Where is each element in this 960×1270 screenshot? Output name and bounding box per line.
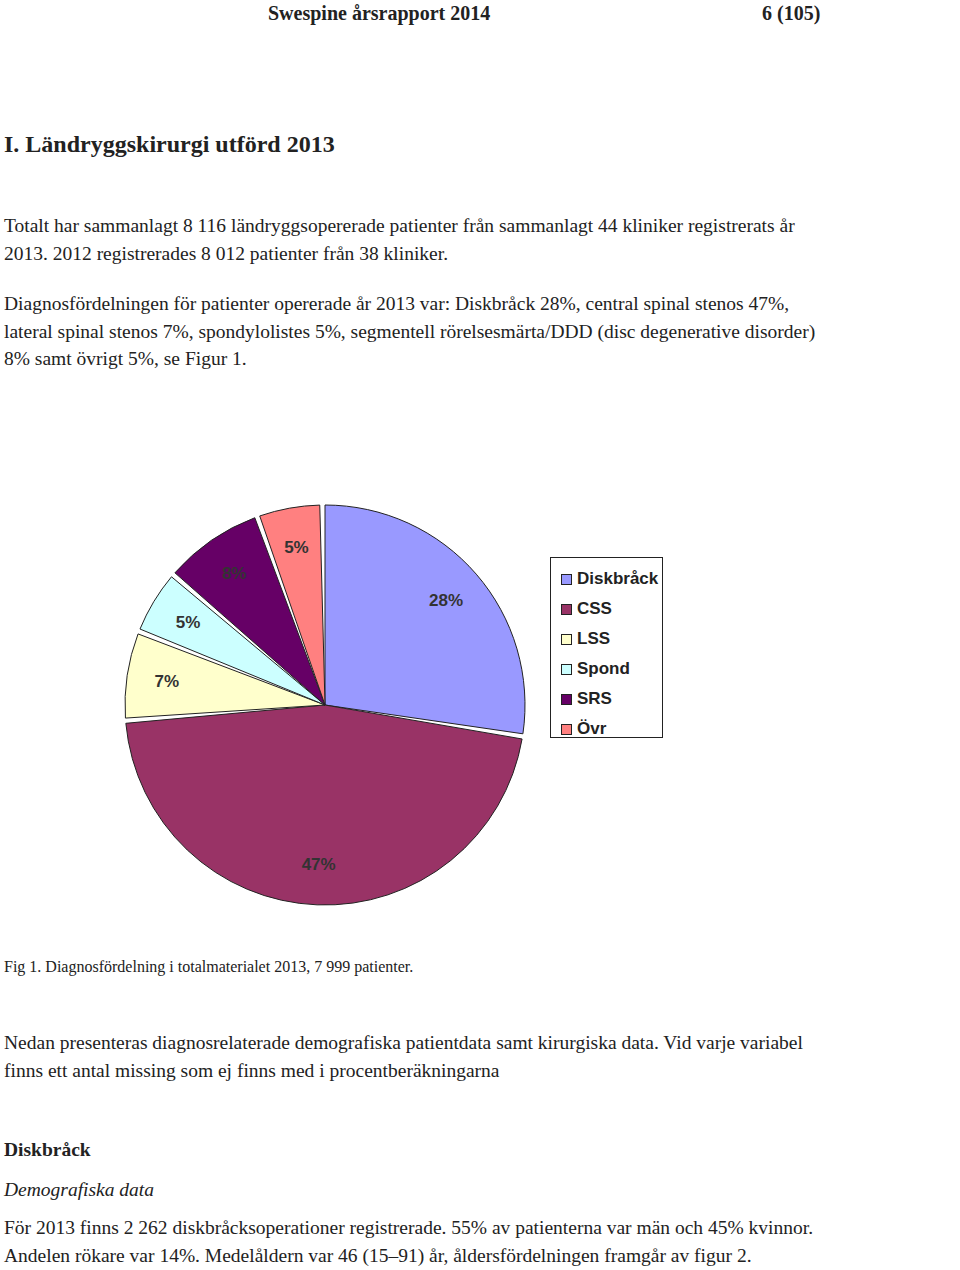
html-text:2013. 2012 registrerades 8 012: 2013. 2012 registrerades 8 012 patienter…: [4, 242, 448, 264]
html-text:LSS: LSS: [577, 629, 611, 648]
html-text:I. Ländryggskirurgi utförd 201: I. Ländryggskirurgi utförd 2013: [4, 131, 335, 157]
svg-text:28%: 28%: [429, 591, 463, 610]
svg-text:7%: 7%: [154, 672, 179, 691]
svg-text:5%: 5%: [284, 538, 309, 557]
svg-text:47%: 47%: [302, 855, 336, 874]
html-text:Diagnosfördelningen för patien: Diagnosfördelningen för patienter operer…: [4, 293, 790, 314]
html-text:8% samt övrigt 5%, se Figur 1.: 8% samt övrigt 5%, se Figur 1.: [4, 348, 247, 369]
html-text:lateral spinal stenos 7%, spon: lateral spinal stenos 7%, spondylolistes…: [4, 320, 816, 342]
html-text:6 (105): 6 (105): [762, 2, 821, 24]
html-text:Övr: Övr: [577, 719, 607, 738]
html-text:Fig 1. Diagnosfördelning i tot: Fig 1. Diagnosfördelning i totalmaterial…: [4, 958, 414, 975]
html-text:finns ett antal missing som ej: finns ett antal missing som ej finns med…: [4, 1059, 500, 1081]
html-text:Totalt har sammanlagt 8 116 lä: Totalt har sammanlagt 8 116 ländryggsope…: [4, 215, 795, 236]
html-text:Nedan presenteras diagnosrelat: Nedan presenteras diagnosrelaterade demo…: [4, 1032, 803, 1053]
svg-text:5%: 5%: [176, 613, 201, 632]
html-text:Spond: Spond: [577, 659, 630, 678]
html-text:Demografiska data: Demografiska data: [4, 1179, 154, 1200]
html-text:Swespine årsrapport 2014: Swespine årsrapport 2014: [268, 2, 491, 24]
html-text:CSS: CSS: [577, 599, 612, 618]
html-text:Andelen rökare var 14%. Medelå: Andelen rökare var 14%. Medelåldern var …: [4, 1244, 752, 1266]
html-text:För 2013 finns 2 262 diskbråck: För 2013 finns 2 262 diskbråcksoperation…: [4, 1217, 813, 1238]
html-text:Diskbråck: Diskbråck: [4, 1139, 91, 1160]
html-text:Diskbråck: Diskbråck: [577, 569, 659, 588]
svg-text:8%: 8%: [222, 564, 247, 583]
html-text:SRS: SRS: [577, 689, 612, 708]
